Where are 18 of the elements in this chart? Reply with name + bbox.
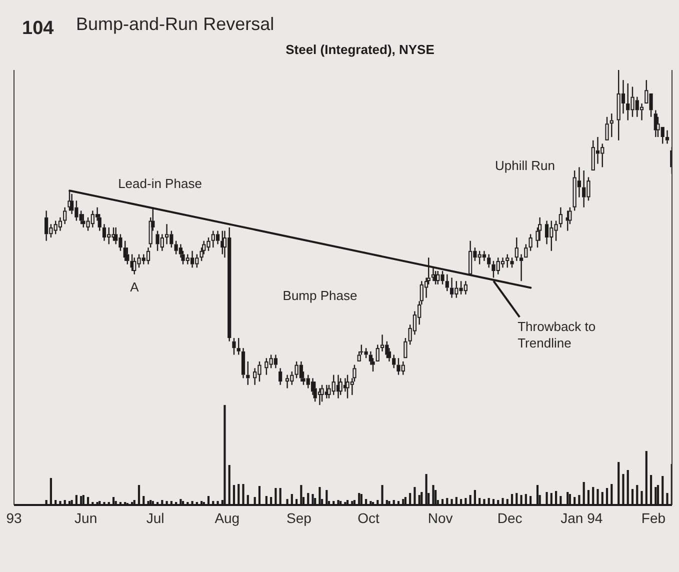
annotation: Lead-in Phase [118, 176, 202, 191]
x-tick-label: Sep [286, 510, 312, 526]
x-tick-label: Jul [146, 510, 164, 526]
text: Bump-and-Run Reversal [76, 14, 274, 34]
text: 104 [22, 18, 54, 39]
x-tick-label: Jun [74, 510, 98, 526]
x-tick-label: Dec [497, 510, 522, 526]
x-tick-label: Feb [641, 510, 666, 526]
x-tick-label: Aug [214, 510, 240, 526]
x-tick-label: Nov [428, 510, 453, 526]
x-tick-label: 93 [6, 510, 22, 526]
x-tick-label: Oct [358, 510, 380, 526]
annotation: A [130, 279, 140, 294]
annotation: Throwback to Trendline [518, 319, 596, 350]
x-tick-label: Jan 94 [560, 510, 603, 526]
chart-title: Steel (Integrated), NYSE [286, 42, 435, 57]
annotation: Uphill Run [495, 158, 555, 173]
annotation: Bump Phase [282, 288, 358, 303]
